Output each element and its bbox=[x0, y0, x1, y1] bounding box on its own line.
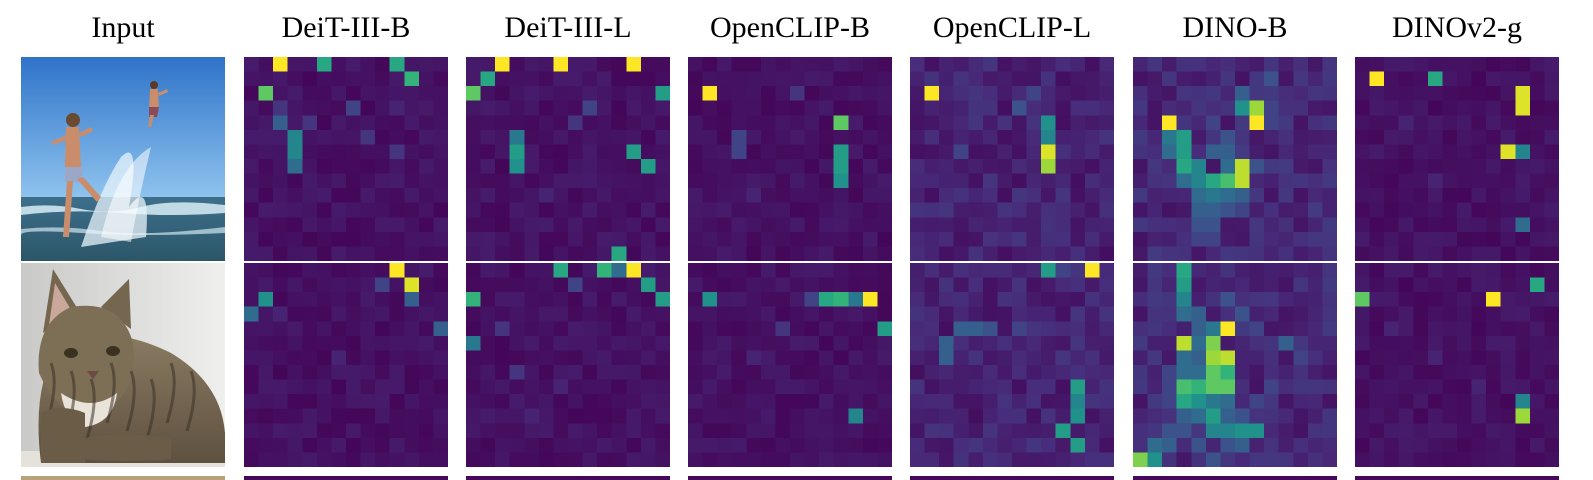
attention-map-deit-iii-b-row-2 bbox=[244, 263, 448, 467]
column-header-openclip-b: OpenCLIP-B bbox=[710, 11, 870, 44]
attention-map-dinov2-g-row-1 bbox=[1355, 57, 1559, 261]
next-row-edge bbox=[466, 476, 670, 480]
column-header-openclip-l: OpenCLIP-L bbox=[932, 11, 1092, 44]
attention-map-openclip-b-row-1 bbox=[688, 57, 892, 261]
next-row-edge bbox=[1133, 476, 1337, 480]
attention-map-openclip-l-row-1 bbox=[910, 57, 1114, 261]
next-row-edge bbox=[910, 476, 1114, 480]
next-row-edge bbox=[1355, 476, 1559, 480]
attention-map-dino-b-row-2 bbox=[1133, 263, 1337, 467]
column-header-dinov2-g: DINOv2-g bbox=[1392, 11, 1522, 44]
next-row-edge bbox=[688, 476, 892, 480]
column-header-deit-iii-l: DeiT-III-L bbox=[504, 11, 632, 44]
attention-map-dinov2-g-row-2 bbox=[1355, 263, 1559, 467]
column-header-deit-iii-b: DeiT-III-B bbox=[281, 11, 411, 44]
attention-map-deit-iii-l-row-1 bbox=[466, 57, 670, 261]
input-image-beach bbox=[21, 57, 225, 261]
column-header-input: Input bbox=[91, 11, 155, 44]
attention-map-dino-b-row-1 bbox=[1133, 57, 1337, 261]
input-image-cat bbox=[21, 263, 225, 467]
attention-map-deit-iii-l-row-2 bbox=[466, 263, 670, 467]
attention-map-openclip-l-row-2 bbox=[910, 263, 1114, 467]
next-row-edge bbox=[21, 476, 225, 480]
attention-map-openclip-b-row-2 bbox=[688, 263, 892, 467]
next-row-edge bbox=[244, 476, 448, 480]
attention-map-deit-iii-b-row-1 bbox=[244, 57, 448, 261]
column-header-dino-b: DINO-B bbox=[1182, 11, 1288, 44]
